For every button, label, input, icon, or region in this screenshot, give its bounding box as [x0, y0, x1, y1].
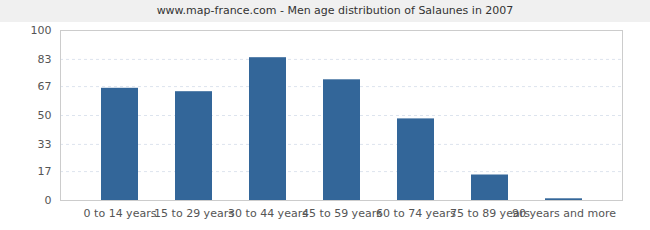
svg-text:15 to 29 years: 15 to 29 years — [154, 207, 234, 220]
svg-text:100: 100 — [31, 24, 52, 37]
svg-text:67: 67 — [38, 80, 52, 93]
svg-text:50: 50 — [38, 109, 52, 122]
svg-text:33: 33 — [38, 138, 52, 151]
html-text:www.map-france.com - Men age d: www.map-france.com - Men age distributio… — [156, 4, 514, 17]
svg-text:90 years and more: 90 years and more — [512, 207, 616, 220]
svg-text:60 to 74 years: 60 to 74 years — [376, 207, 456, 220]
svg-text:0: 0 — [45, 194, 52, 207]
svg-text:75 to 89 years: 75 to 89 years — [450, 207, 530, 221]
svg-text:45 to 59 years: 45 to 59 years — [302, 207, 382, 220]
svg-text:30 to 44 years: 30 to 44 years — [228, 207, 308, 220]
svg-text:83: 83 — [38, 53, 52, 66]
svg-text:17: 17 — [38, 165, 52, 178]
svg-text:0 to 14 years: 0 to 14 years — [84, 207, 157, 220]
